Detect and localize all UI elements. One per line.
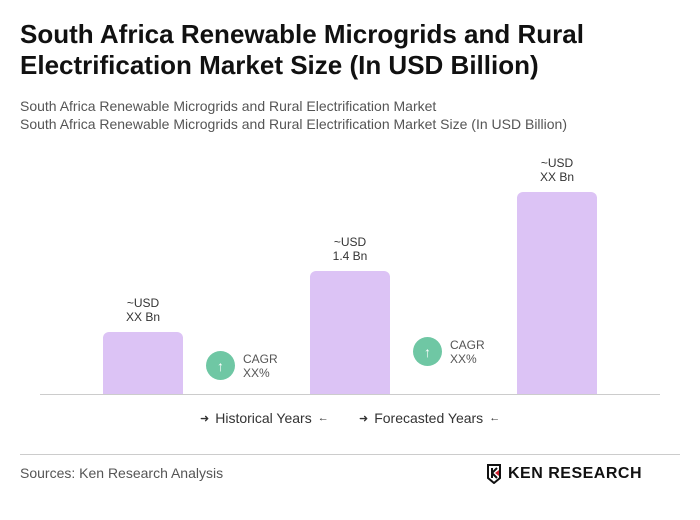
arrow-left-icon: ← [489,412,501,424]
x-axis-line [40,394,660,395]
cagr-badge: ↑ CAGR XX% [413,337,485,366]
cagr-label: CAGR [450,337,485,352]
legend-label: Historical Years [215,410,312,426]
data-label: ~USD 1.4 Bn [290,235,410,263]
data-label-line: ~USD [540,155,574,170]
divider [20,454,680,455]
bar [517,191,597,394]
data-label-value: 1.4 Bn [332,248,368,263]
cagr-value: XX% [450,351,477,366]
logo-mark-icon [487,464,501,484]
data-label-line: ~USD [126,296,160,311]
chart-title: South Africa Renewable Microgrids and Ru… [20,19,584,80]
cagr-badge: ↑ CAGR XX% [206,351,278,380]
bar-chart: ↑ CAGR XX% ↑ CAGR XX% ~USD XX Bn ~USD 1.4 Bn ~… [40,156,660,395]
bar [310,270,390,394]
chart-subtitle: South Africa Renewable Microgrids and Ru… [20,98,437,114]
data-label: ~USD XX Bn [497,156,617,184]
logo-text: KEN RESEARCH [508,465,643,482]
ken-research-logo: KEN RESEARCH [486,464,642,484]
bar [103,332,183,394]
legend-historical: ➜ Historical Years ← [200,410,329,426]
data-label-line: ~USD [333,234,367,249]
arrow-right-icon: ➜ [200,412,210,425]
arrow-up-icon: ↑ [413,337,442,366]
cagr-value: XX% [243,365,270,380]
arrow-right-icon: ➜ [359,412,369,425]
chart-subtitle-2: South Africa Renewable Microgrids and Ru… [20,116,567,132]
arrow-up-icon: ↑ [206,351,235,380]
sources-note: Sources: Ken Research Analysis [20,465,224,481]
cagr-label: CAGR [243,351,278,366]
data-label-value: XX Bn [125,310,161,325]
arrow-left-icon: ← [317,412,329,424]
data-label-value: XX Bn [539,169,575,184]
data-label: ~USD XX Bn [83,296,203,324]
legend-label: Forecasted Years [374,410,484,426]
legend-forecasted: ➜ Forecasted Years ← [359,410,500,426]
